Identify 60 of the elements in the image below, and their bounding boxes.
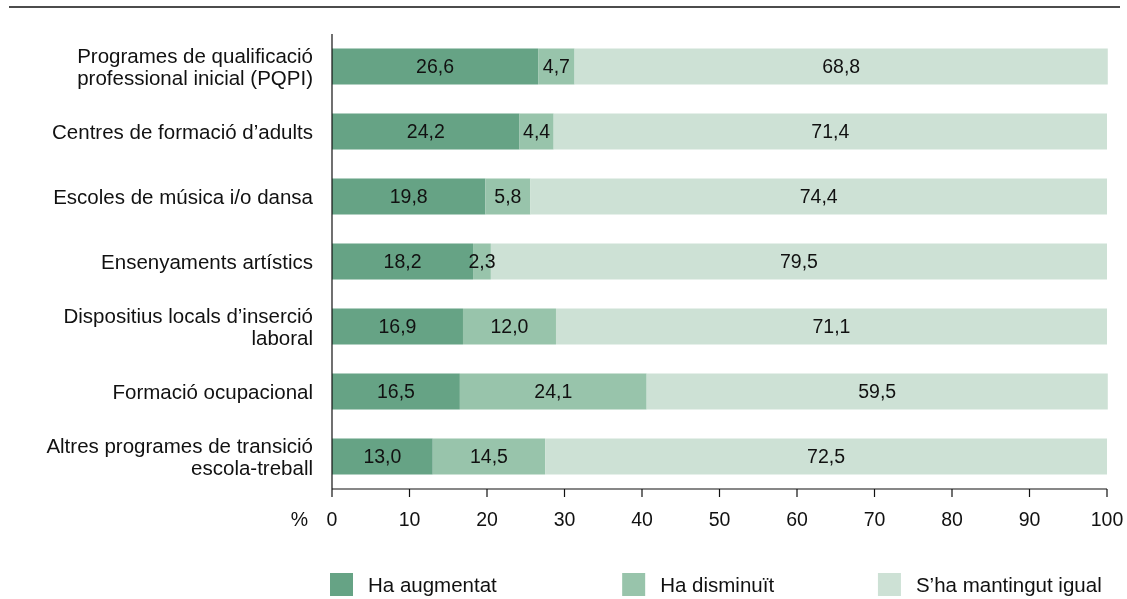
bar <box>332 373 460 410</box>
x-tick-label: 70 <box>863 507 886 530</box>
data-label: 19,8 <box>389 185 428 208</box>
bar <box>555 308 1107 345</box>
data-label: 16,5 <box>376 380 416 403</box>
data-label: 68,8 <box>822 55 861 78</box>
data-label: 26,6 <box>416 55 455 78</box>
y-tick-label: Escoles de música i/o dansa <box>53 184 314 208</box>
data-label: 4,4 <box>523 120 551 143</box>
bar <box>332 48 539 85</box>
data-label: 74,4 <box>799 185 838 208</box>
x-tick-label: 100 <box>1090 507 1124 530</box>
data-label: 2,3 <box>468 250 496 273</box>
bar <box>459 373 647 410</box>
bar <box>462 308 556 345</box>
y-tick-label: Dispositius locals d’inserció laboral <box>63 303 313 349</box>
bar <box>646 373 1108 410</box>
data-label: 72,5 <box>807 445 846 468</box>
bar <box>538 48 575 85</box>
bar <box>332 113 520 150</box>
legend-label: S’ha mantingut igual <box>915 572 1102 596</box>
x-tick-label: 90 <box>1018 507 1041 530</box>
y-tick-label: Altres programes de transició escola-treball <box>46 433 313 479</box>
data-label: 12,0 <box>490 315 529 338</box>
x-tick-label: 80 <box>941 507 963 530</box>
bar <box>530 178 1107 215</box>
y-tick-label: Ensenyaments artístics <box>101 249 313 273</box>
data-label: 18,2 <box>383 250 422 273</box>
bar <box>332 308 463 345</box>
data-label: 79,5 <box>779 250 819 273</box>
x-tick-label: 40 <box>631 507 653 530</box>
bar <box>332 178 486 215</box>
x-tick-label: 20 <box>476 507 498 530</box>
data-label: 4,7 <box>542 55 570 78</box>
x-tick-label: 50 <box>708 507 731 530</box>
bar <box>485 178 531 215</box>
y-tick-label: Centres de formació d’adults <box>52 119 313 143</box>
data-label: 16,9 <box>378 315 417 338</box>
bar <box>545 438 1107 475</box>
bar <box>432 438 546 475</box>
x-tick-label: 30 <box>553 507 576 530</box>
data-label: 24,1 <box>534 380 573 403</box>
bar <box>332 438 433 475</box>
data-label: 14,5 <box>469 445 509 468</box>
y-tick-label: Formació ocupacional <box>112 379 313 403</box>
x-tick-label: 60 <box>786 507 808 530</box>
data-label: 13,0 <box>363 445 402 468</box>
data-label: 24,2 <box>406 120 445 143</box>
legend-label: Ha augmentat <box>368 572 498 596</box>
x-tick-label: 10 <box>398 507 421 530</box>
data-label: 71,1 <box>812 315 851 338</box>
data-label: 59,5 <box>858 380 897 403</box>
bar <box>553 113 1107 150</box>
bar <box>574 48 1108 85</box>
legend-label: Ha disminuït <box>660 572 775 596</box>
x-axis-title: % <box>290 507 308 530</box>
x-tick-label: 0 <box>326 507 338 530</box>
data-label: 5,8 <box>494 185 522 208</box>
y-tick-label: Programes de qualificació professional inicial (PQPI) <box>77 43 313 89</box>
data-label: 71,4 <box>811 120 850 143</box>
